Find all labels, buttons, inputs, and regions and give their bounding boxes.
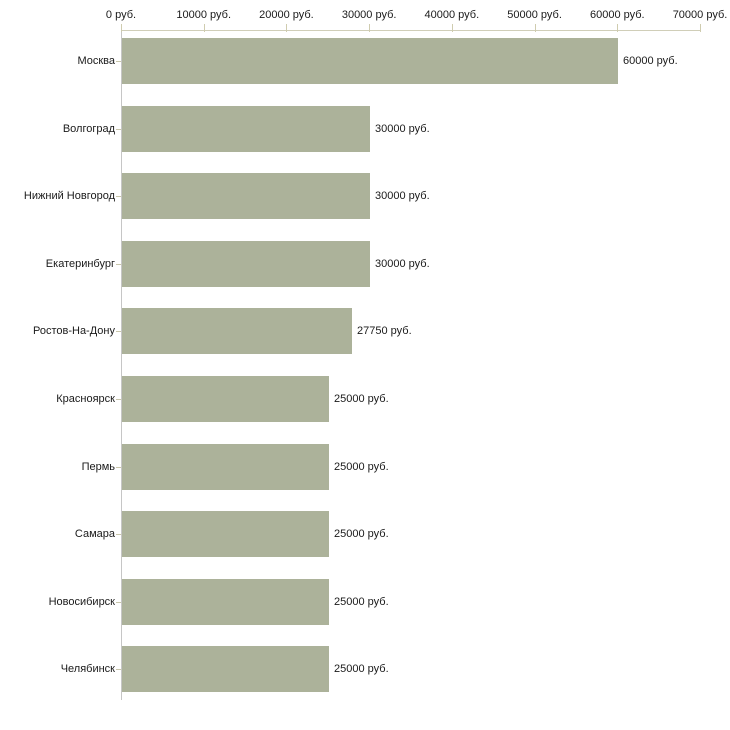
category-label: Пермь — [81, 460, 115, 473]
x-tick-label: 70000 руб. — [672, 9, 728, 21]
bar — [122, 444, 329, 490]
x-tick-mark — [369, 24, 371, 32]
category-label: Самара — [74, 528, 115, 541]
category-tick — [116, 669, 121, 670]
category-label: Волгоград — [62, 122, 115, 135]
category-tick — [116, 264, 121, 265]
bar-value-label: 60000 руб. — [623, 55, 678, 67]
x-tick-label: 30000 руб. — [341, 9, 397, 21]
bar — [122, 38, 618, 84]
x-tick-mark — [451, 24, 453, 32]
category-tick — [116, 602, 121, 603]
bar-value-label: 25000 руб. — [334, 663, 389, 676]
x-tick-label: 50000 руб. — [507, 9, 562, 21]
x-tick-label: 10000 руб. — [176, 9, 232, 21]
bar-value-label: 25000 руб. — [334, 595, 389, 608]
bar-value-label: 25000 руб. — [334, 393, 389, 405]
bar — [122, 511, 329, 557]
bar — [122, 241, 370, 287]
category-label: Челябинск — [60, 663, 115, 676]
bar-value-label: 30000 руб. — [375, 257, 430, 270]
x-tick-mark — [700, 24, 701, 32]
category-label: Ростов-На-Дону — [32, 325, 115, 338]
x-tick-label: 20000 руб. — [259, 9, 314, 21]
x-tick-mark — [203, 24, 205, 32]
bar-value-label: 27750 руб. — [357, 325, 412, 338]
category-label: Нижний Новгород — [23, 190, 115, 203]
category-tick — [116, 399, 121, 400]
bar — [122, 376, 329, 422]
bar-value-label: 30000 руб. — [375, 190, 430, 203]
x-tick-mark — [617, 24, 619, 32]
x-tick-label: 40000 руб. — [424, 9, 480, 21]
x-tick-label: 0 руб. — [105, 9, 137, 21]
category-tick — [116, 467, 121, 468]
x-tick-mark — [534, 24, 536, 32]
bar-value-label: 25000 руб. — [334, 528, 389, 541]
bar — [122, 579, 329, 625]
category-tick — [116, 129, 121, 130]
category-tick — [116, 196, 121, 197]
y-axis-line — [121, 30, 122, 700]
category-tick — [116, 534, 121, 535]
bar — [122, 106, 370, 152]
bar — [122, 646, 329, 692]
bar — [122, 173, 370, 219]
x-tick-mark — [286, 24, 288, 32]
category-label: Екатеринбург — [45, 257, 115, 270]
x-tick-mark — [121, 24, 122, 32]
bar — [122, 308, 352, 354]
category-label: Москва — [77, 55, 115, 67]
category-label: Красноярск — [56, 393, 115, 405]
bar-value-label: 25000 руб. — [334, 460, 389, 473]
category-label: Новосибирск — [48, 595, 115, 608]
bar-value-label: 30000 руб. — [375, 122, 430, 135]
category-tick — [116, 331, 121, 332]
category-tick — [116, 61, 121, 62]
x-tick-label: 60000 руб. — [589, 9, 645, 21]
x-axis-line — [121, 30, 701, 31]
